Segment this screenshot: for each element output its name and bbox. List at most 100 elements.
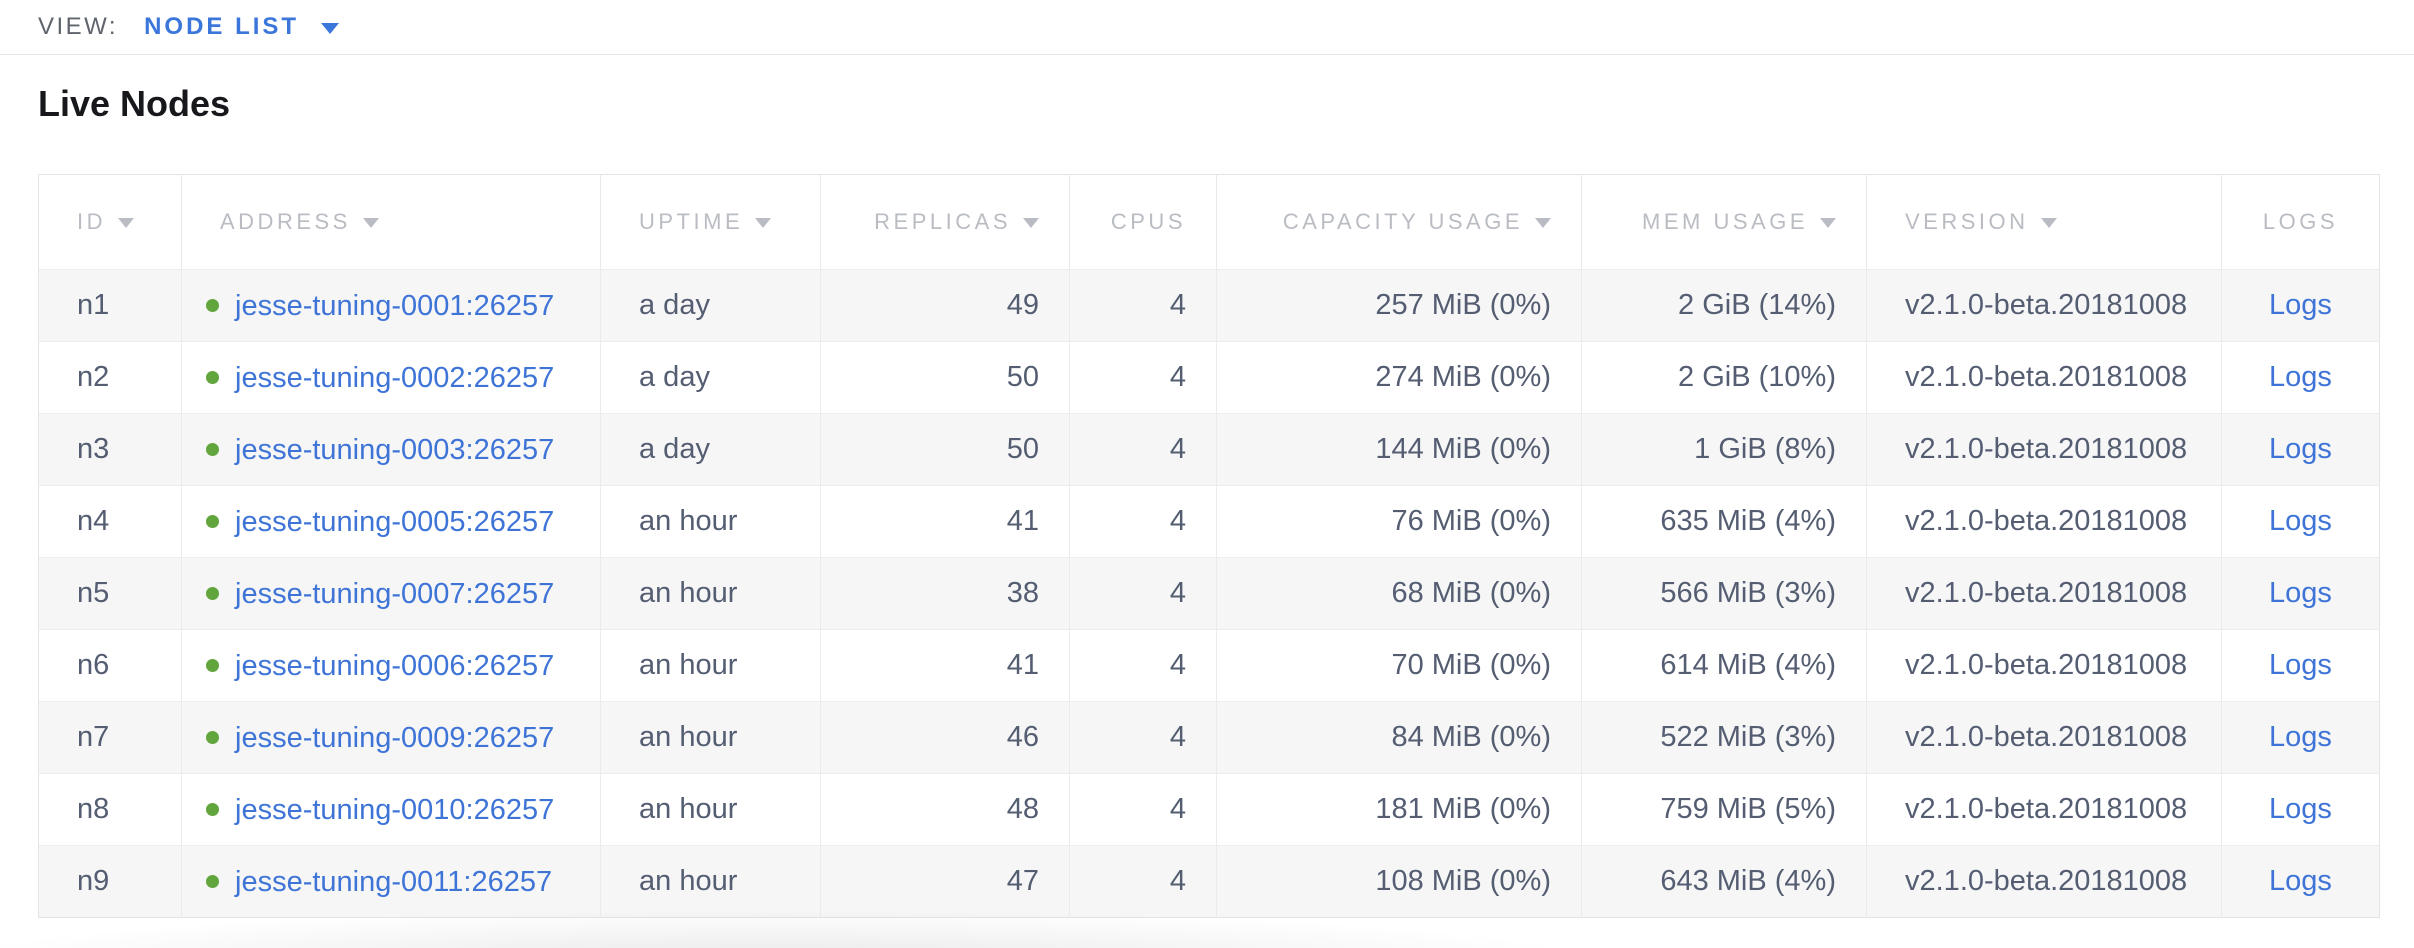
id-cell: n3: [38, 413, 182, 486]
version-cell: v2.1.0-beta.20181008: [1866, 413, 2222, 486]
logs-cell: Logs: [2221, 413, 2380, 486]
id-cell: n5: [38, 557, 182, 630]
replicas-cell: 41: [820, 485, 1070, 558]
node-live-status-dot: [206, 659, 219, 673]
cpus-cell: 4: [1069, 629, 1217, 702]
node-row-n9: n9 jesse-tuning-0011:26257 an hour 47 4 108 M…: [38, 845, 2380, 918]
node-address-link[interactable]: jesse-tuning-0009:26257: [235, 721, 555, 754]
logs-cell: Logs: [2221, 557, 2380, 630]
node-address-link[interactable]: jesse-tuning-0002:26257: [235, 361, 555, 394]
column-header-capacity[interactable]: CAPACITY USAGE: [1216, 174, 1582, 270]
sort-desc-arrow-icon: [2040, 218, 2057, 229]
column-header-label: CAPACITY USAGE: [1282, 209, 1523, 234]
column-header-label: CPUS: [1110, 209, 1186, 234]
column-header-label: VERSION: [1905, 209, 2029, 234]
column-header-label: LOGS: [2262, 209, 2339, 234]
cpus-cell: 4: [1069, 413, 1217, 486]
logs-cell: Logs: [2221, 701, 2380, 774]
replicas-cell: 47: [820, 845, 1070, 918]
column-header-replicas[interactable]: REPLICAS: [820, 174, 1070, 270]
logs-cell: Logs: [2221, 773, 2380, 846]
column-header-address[interactable]: ADDRESS: [181, 174, 601, 270]
node-address-link[interactable]: jesse-tuning-0003:26257: [235, 433, 555, 466]
replicas-cell: 50: [820, 413, 1070, 486]
column-header-cpus: CPUS: [1069, 174, 1217, 270]
live-nodes-table-wrap: ID ADDRESS UPTIME REPLICAS CPUS CAPACITY USAG…: [38, 174, 2380, 918]
column-header-label: REPLICAS: [874, 209, 1011, 234]
node-address-link[interactable]: jesse-tuning-0001:26257: [235, 289, 555, 322]
node-logs-link[interactable]: Logs: [2269, 577, 2332, 609]
view-selected-value[interactable]: NODE LIST: [144, 13, 300, 40]
version-cell: v2.1.0-beta.20181008: [1866, 269, 2222, 342]
sort-desc-arrow-icon: [1820, 218, 1836, 229]
node-address-link[interactable]: jesse-tuning-0005:26257: [235, 505, 555, 538]
cpus-cell: 4: [1069, 341, 1217, 414]
table-header-row: ID ADDRESS UPTIME REPLICAS CPUS CAPACITY USAG…: [38, 174, 2380, 270]
replicas-cell: 48: [820, 773, 1070, 846]
sort-desc-arrow-icon: [362, 218, 379, 229]
node-logs-link[interactable]: Logs: [2269, 433, 2332, 465]
version-cell: v2.1.0-beta.20181008: [1866, 701, 2222, 774]
replicas-cell: 49: [820, 269, 1070, 342]
version-cell: v2.1.0-beta.20181008: [1866, 773, 2222, 846]
uptime-cell: an hour: [600, 629, 821, 702]
mem-cell: 1 GiB (8%): [1581, 413, 1867, 486]
node-row-n2: n2 jesse-tuning-0002:26257 a day 50 4 274 MiB…: [38, 341, 2380, 414]
page-title: Live Nodes: [38, 83, 231, 124]
uptime-cell: a day: [600, 341, 821, 414]
version-cell: v2.1.0-beta.20181008: [1866, 557, 2222, 630]
address-cell: jesse-tuning-0001:26257: [181, 269, 601, 342]
node-live-status-dot: [206, 443, 219, 457]
node-logs-link[interactable]: Logs: [2269, 361, 2332, 393]
sort-desc-arrow-icon: [118, 218, 134, 229]
node-address-link[interactable]: jesse-tuning-0007:26257: [235, 577, 555, 610]
mem-cell: 614 MiB (4%): [1581, 629, 1867, 702]
live-nodes-table: ID ADDRESS UPTIME REPLICAS CPUS CAPACITY USAG…: [38, 174, 2380, 918]
column-header-id[interactable]: ID: [38, 174, 182, 270]
node-address-link[interactable]: jesse-tuning-0011:26257: [235, 865, 553, 898]
node-live-status-dot: [206, 299, 219, 313]
capacity-cell: 181 MiB (0%): [1216, 773, 1582, 846]
logs-cell: Logs: [2221, 341, 2380, 414]
capacity-cell: 257 MiB (0%): [1216, 269, 1582, 342]
node-logs-link[interactable]: Logs: [2269, 649, 2332, 681]
column-header-uptime[interactable]: UPTIME: [600, 174, 821, 270]
column-header-mem[interactable]: MEM USAGE: [1581, 174, 1867, 270]
address-cell: jesse-tuning-0005:26257: [181, 485, 601, 558]
id-cell: n8: [38, 773, 182, 846]
uptime-cell: a day: [600, 269, 821, 342]
node-logs-link[interactable]: Logs: [2269, 721, 2332, 753]
column-header-label: MEM USAGE: [1642, 209, 1808, 234]
node-row-n4: n4 jesse-tuning-0005:26257 an hour 41 4 76 Mi…: [38, 485, 2380, 558]
mem-cell: 2 GiB (14%): [1581, 269, 1867, 342]
capacity-cell: 108 MiB (0%): [1216, 845, 1582, 918]
sort-desc-arrow-icon: [755, 218, 772, 229]
capacity-cell: 144 MiB (0%): [1216, 413, 1582, 486]
node-row-n6: n6 jesse-tuning-0006:26257 an hour 41 4 70 Mi…: [38, 629, 2380, 702]
node-logs-link[interactable]: Logs: [2269, 289, 2332, 321]
uptime-cell: a day: [600, 413, 821, 486]
id-cell: n1: [38, 269, 182, 342]
mem-cell: 2 GiB (10%): [1581, 341, 1867, 414]
replicas-cell: 46: [820, 701, 1070, 774]
view-selector-dropdown[interactable]: NODE LIST: [144, 13, 340, 41]
node-row-n8: n8 jesse-tuning-0010:26257 an hour 48 4 181 M…: [38, 773, 2380, 846]
capacity-cell: 274 MiB (0%): [1216, 341, 1582, 414]
node-logs-link[interactable]: Logs: [2269, 505, 2332, 537]
column-header-label: UPTIME: [639, 209, 744, 234]
id-cell: n4: [38, 485, 182, 558]
view-toolbar: VIEW: NODE LIST: [0, 0, 2414, 55]
node-address-link[interactable]: jesse-tuning-0006:26257: [235, 649, 555, 682]
column-header-version[interactable]: VERSION: [1866, 174, 2222, 270]
node-address-link[interactable]: jesse-tuning-0010:26257: [235, 793, 555, 826]
node-logs-link[interactable]: Logs: [2269, 865, 2332, 897]
node-row-n1: n1 jesse-tuning-0001:26257 a day 49 4 257 MiB…: [38, 269, 2380, 342]
capacity-cell: 70 MiB (0%): [1216, 629, 1582, 702]
logs-cell: Logs: [2221, 845, 2380, 918]
node-row-n7: n7 jesse-tuning-0009:26257 an hour 46 4 84 Mi…: [38, 701, 2380, 774]
node-logs-link[interactable]: Logs: [2269, 793, 2332, 825]
node-live-status-dot: [206, 371, 219, 385]
capacity-cell: 84 MiB (0%): [1216, 701, 1582, 774]
uptime-cell: an hour: [600, 485, 821, 558]
